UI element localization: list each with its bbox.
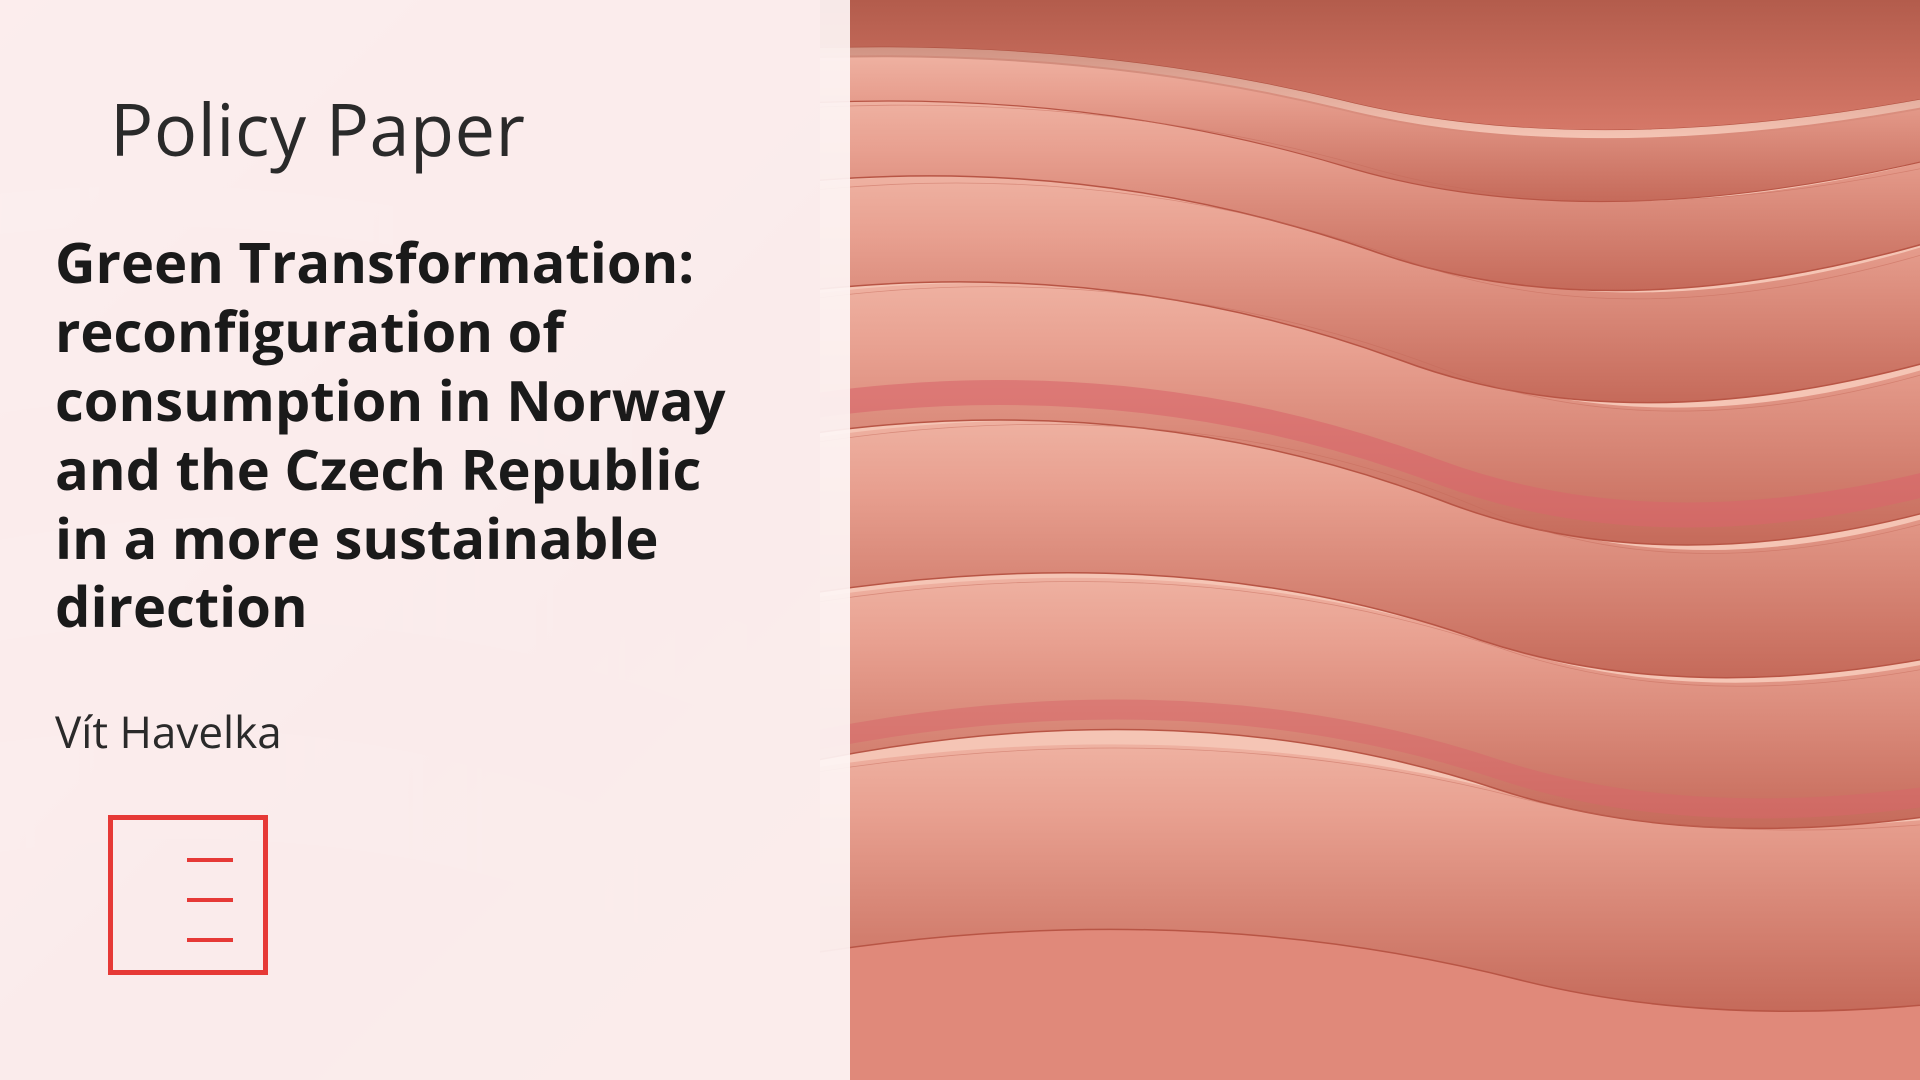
- book-pages-image: [820, 0, 1920, 1080]
- document-cover: Policy Paper Green Transformation: recon…: [0, 0, 1920, 1080]
- logo-line-icon: [187, 858, 233, 862]
- logo-box-icon: [108, 815, 268, 975]
- logo-line-icon: [187, 938, 233, 942]
- text-panel: Policy Paper Green Transformation: recon…: [0, 0, 850, 1080]
- document-author: Vít Havelka: [55, 701, 795, 761]
- logo-line-icon: [187, 898, 233, 902]
- publisher-logo: [108, 815, 268, 975]
- document-title: Green Transformation: reconfiguration of…: [55, 228, 755, 641]
- document-category: Policy Paper: [110, 80, 795, 178]
